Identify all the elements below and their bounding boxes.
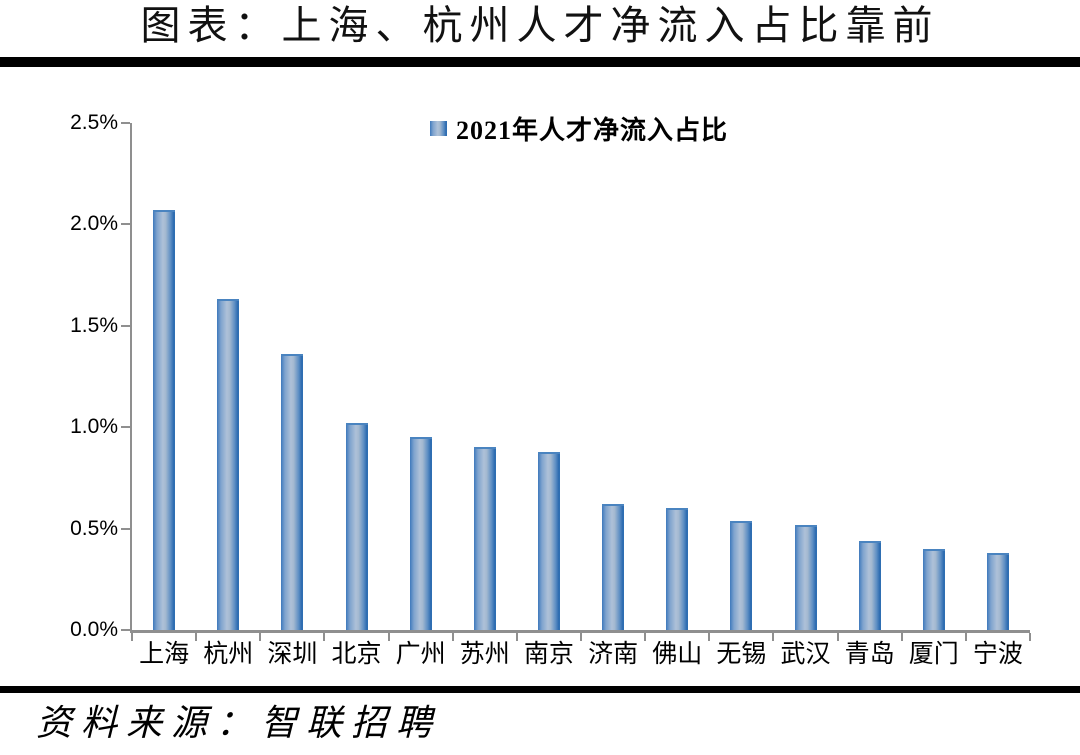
y-axis-tick [121, 629, 130, 631]
x-axis-category-label: 杭州 [203, 641, 254, 668]
y-axis-tick [121, 223, 130, 226]
y-axis-label: 0.5% [70, 516, 118, 540]
x-axis-tick [580, 633, 582, 641]
bar-南京 [537, 451, 560, 630]
y-axis-label: 1.5% [70, 313, 118, 337]
y-axis-tick [121, 324, 130, 327]
y-axis-label: 2.0% [70, 212, 118, 236]
bar-武汉 [794, 524, 817, 630]
y-axis-label: 2.5% [70, 111, 118, 134]
bar-杭州 [217, 299, 240, 630]
x-axis-category-label: 宁波 [972, 641, 1023, 668]
x-axis-tick [836, 633, 839, 641]
legend-swatch-icon [430, 121, 447, 136]
y-axis-label: 1.0% [70, 415, 118, 439]
x-axis-category-label: 北京 [331, 641, 382, 668]
bar-济南 [602, 504, 625, 630]
bar-无锡 [730, 520, 753, 630]
x-axis-tick [323, 633, 326, 641]
source-note: 资料来源：智联招聘 [36, 703, 442, 743]
plot-area: 0.0% 0.5% 1.0% 1.5% 2.0% 2.5% 上海 杭州 深圳 北京 广州 苏州 南京 济南… [70, 111, 1031, 668]
bar-广州 [409, 437, 432, 630]
x-axis-tick [451, 633, 454, 641]
bar-宁波 [986, 552, 1009, 630]
x-axis-category-label: 武汉 [780, 641, 831, 668]
page-title: 图表：上海、杭州人才净流入占比靠前 [140, 3, 940, 48]
legend-label: 2021年人才净流入占比 [456, 116, 729, 145]
bar-上海 [153, 210, 176, 630]
x-axis-tick [195, 633, 198, 641]
x-axis-tick [644, 633, 647, 641]
x-axis-category-label: 上海 [139, 641, 190, 668]
x-axis-category-label: 广州 [395, 641, 446, 668]
x-axis-tick [515, 633, 518, 641]
x-axis-category-label: 无锡 [716, 641, 767, 668]
x-axis-category-label: 青岛 [844, 641, 895, 668]
y-axis-tick [121, 426, 130, 429]
x-axis-tick [259, 633, 262, 641]
bottom-divider-rule [0, 686, 1080, 693]
bar-北京 [345, 423, 368, 630]
x-axis-category-label: 佛山 [652, 641, 703, 668]
bar-青岛 [858, 540, 881, 630]
x-axis-tick [131, 633, 133, 641]
x-axis-category-label: 苏州 [459, 641, 510, 668]
bar-深圳 [281, 354, 304, 630]
bar-厦门 [922, 548, 945, 630]
title-divider-rule [0, 57, 1080, 67]
y-axis-tick [121, 122, 130, 124]
x-axis-tick [900, 633, 903, 641]
bar-苏州 [473, 447, 496, 630]
legend: 2021年人才净流入占比 [430, 110, 728, 147]
x-axis-category-label: 厦门 [908, 641, 959, 668]
x-axis-category-label: 深圳 [267, 641, 318, 668]
x-axis-tick [1029, 633, 1031, 641]
x-axis-tick [964, 633, 967, 641]
y-axis-label: 0.0% [70, 618, 118, 641]
bar-佛山 [666, 508, 689, 630]
x-axis-category-label: 济南 [588, 641, 639, 668]
x-axis-tick [772, 633, 775, 641]
y-axis-tick [121, 527, 130, 530]
x-axis-tick [387, 633, 390, 641]
x-axis-tick [708, 633, 711, 641]
x-axis-category-label: 南京 [523, 641, 574, 668]
